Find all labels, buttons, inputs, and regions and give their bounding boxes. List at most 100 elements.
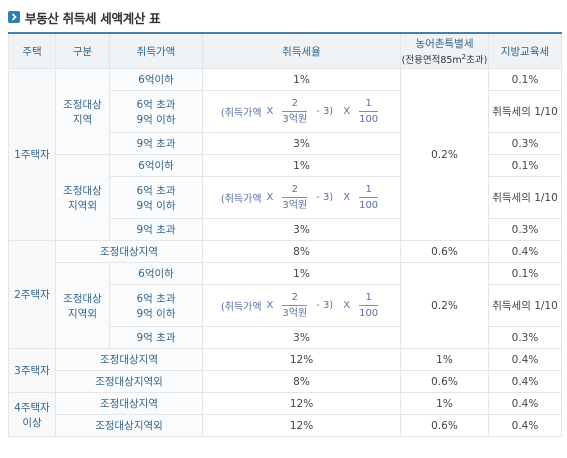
division-nonadj: 조정대상지역외 (55, 370, 203, 393)
header-rural-tax-label: 농어촌특별세 (415, 38, 474, 50)
formula-minus: - 3) (316, 106, 334, 117)
rate-cell: 1% (202, 262, 401, 285)
table-row: 조정대상 지역외 6억이하 1% 0.1% (9, 154, 562, 241)
division-nonadj-l2: 지역외 (68, 199, 97, 212)
formula-den1: 3억원 (282, 308, 308, 319)
edu-cell: 0.1% (488, 154, 562, 177)
tax-table: 주택 구분 취득가액 취득세율 농어촌특별세 (전용면적85m2초과) 지방교육… (8, 32, 562, 437)
price-over9: 9억 초과 (109, 326, 203, 349)
group-two-house: 2주택자 (8, 240, 56, 349)
price-over9: 9억 초과 (109, 218, 203, 241)
rate-formula-cell: (취득가액 X 2 3억원 - 3) X 1 100 (202, 176, 401, 219)
price-over9: 9억 초과 (109, 132, 203, 155)
page-title-row: 부동산 취득세 세액계산 표 (8, 8, 161, 26)
edu-cell: 0.4% (488, 414, 562, 437)
division-nonadj: 조정대상지역외 (55, 414, 203, 437)
edu-cell: 취득세의 1/10 (488, 284, 562, 327)
formula-frac2: 1 100 (359, 98, 379, 125)
division-nonadj-l2: 지역외 (68, 307, 97, 320)
formula-times: X (343, 192, 351, 203)
group-four-house-l1: 4주택자 (14, 401, 50, 414)
price-under6: 6억이하 (109, 262, 203, 285)
price-mid: 6억 초과 9억 이하 (109, 90, 203, 133)
division-nonadj-l1: 조정대상 (63, 184, 102, 197)
formula-den1: 3억원 (282, 200, 308, 211)
table-header-row: 주택 구분 취득가액 취득세율 농어촌특별세 (전용면적85m2초과) 지방교육… (8, 32, 562, 69)
price-under6: 6억이하 (109, 68, 203, 91)
formula-num2: 1 (365, 292, 372, 303)
formula-num2: 1 (365, 98, 372, 109)
header-rural-tax: 농어촌특별세 (전용면적85m2초과) (400, 32, 489, 69)
formula-den2: 100 (359, 308, 379, 319)
table-row: 6억 초과 9억 이하 (취득가액 X 2 3억원 - 3) X 1 100 취득세의… (9, 90, 562, 133)
formula-times: X (266, 106, 274, 117)
table-row: 4주택자 이상 조정대상지역 12% 1% 0.4% (8, 392, 562, 437)
edu-cell: 0.1% (488, 68, 562, 91)
edu-cell: 0.3% (488, 326, 562, 349)
price-mid-l2: 9억 이하 (136, 113, 176, 126)
formula-prefix: (취득가액 (220, 302, 262, 313)
division-adj: 조정대상지역 (55, 348, 203, 371)
formula-times: X (343, 300, 351, 311)
formula-num2: 1 (365, 184, 372, 195)
rural-tax-cell: 0.2% (400, 68, 489, 241)
frac-bar (359, 111, 379, 112)
rural-tax-cell: 1% (400, 348, 489, 371)
formula-num1: 2 (291, 292, 298, 303)
header-rural-tax-sub-post: 초과) (466, 55, 488, 66)
header-rate: 취득세율 (202, 32, 401, 69)
table-row: 1주택자 조정대상 지역 6억이하 1% 0.2% 0.1% (8, 68, 562, 241)
formula: (취득가액 X 2 3억원 - 3) X 1 100 (221, 184, 382, 211)
table-row: 6억 초과 9억 이하 (취득가액 X 2 3억원 - 3) X 1 100 취득세의… (9, 176, 562, 219)
table-row: 9억 초과 3% 0.3% (9, 326, 562, 349)
division-nonadj-l1: 조정대상 (63, 292, 102, 305)
edu-cell: 취득세의 1/10 (488, 90, 562, 133)
rate-cell: 8% (202, 240, 401, 263)
formula-times: X (343, 106, 351, 117)
formula-num1: 2 (291, 98, 298, 109)
edu-cell: 0.1% (488, 262, 562, 285)
formula-num1: 2 (291, 184, 298, 195)
table-row: 조정대상지역외 8% 0.6% 0.4% (9, 370, 562, 393)
division-adj-l2: 지역 (72, 113, 93, 126)
formula-times: X (266, 300, 274, 311)
formula-minus: - 3) (316, 300, 334, 311)
group-three-house: 3주택자 (8, 348, 56, 393)
edu-cell: 취득세의 1/10 (488, 176, 562, 219)
division-adj: 조정대상지역 (55, 392, 203, 415)
rural-tax-cell: 1% (400, 392, 489, 415)
rural-tax-cell: 0.6% (400, 414, 489, 437)
formula-den2: 100 (359, 114, 379, 125)
edu-cell: 0.3% (488, 218, 562, 241)
price-mid-l1: 6억 초과 (136, 98, 176, 111)
formula-minus: - 3) (316, 192, 334, 203)
table-row: 6억 초과 9억 이하 (취득가액 X 2 3억원 - 3) X 1 100 취득세의… (9, 284, 562, 327)
formula: (취득가액 X 2 3억원 - 3) X 1 100 (221, 98, 382, 125)
chevron-right-icon (8, 11, 20, 23)
rate-formula-cell: (취득가액 X 2 3억원 - 3) X 1 100 (202, 284, 401, 327)
edu-cell: 0.4% (488, 348, 562, 371)
rate-cell: 3% (202, 326, 401, 349)
price-mid-l1: 6억 초과 (136, 184, 176, 197)
rate-cell: 1% (202, 68, 401, 91)
group-four-house: 4주택자 이상 (8, 392, 56, 437)
rate-cell: 12% (202, 414, 401, 437)
rural-tax-cell: 0.2% (400, 262, 489, 349)
rate-cell: 12% (202, 392, 401, 415)
rate-cell: 1% (202, 154, 401, 177)
rate-cell: 12% (202, 348, 401, 371)
price-mid-l2: 9억 이하 (136, 199, 176, 212)
formula-prefix: (취득가액 (220, 194, 262, 205)
group-one-house: 1주택자 (8, 68, 56, 241)
page-title: 부동산 취득세 세액계산 표 (25, 10, 161, 26)
frac-bar (282, 305, 308, 306)
header-price: 취득가액 (109, 32, 203, 69)
header-local-edu: 지방교육세 (488, 32, 562, 69)
edu-cell: 0.3% (488, 132, 562, 155)
table-row: 조정대상지역외 12% 0.6% 0.4% (9, 414, 562, 437)
price-mid-l2: 9억 이하 (136, 307, 176, 320)
frac-bar (282, 111, 308, 112)
